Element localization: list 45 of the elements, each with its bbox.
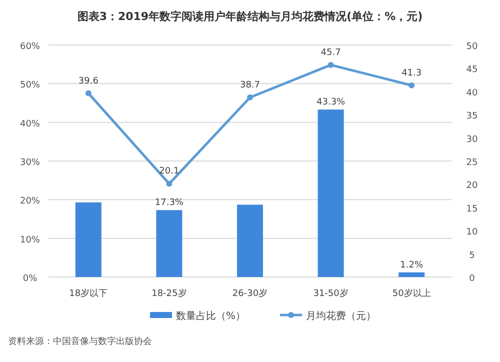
y-tick-label: 50% xyxy=(20,80,40,91)
data-label: 43.3% xyxy=(316,98,346,108)
data-label: 17.3% xyxy=(154,198,184,208)
bar xyxy=(156,210,182,277)
data-label: 45.7 xyxy=(320,48,341,58)
x-tick-label: 31-50岁 xyxy=(313,288,348,299)
y2-tick-label: 5 xyxy=(469,250,475,261)
y2-tick-label: 35 xyxy=(466,112,478,122)
y2-tick-label: 30 xyxy=(466,134,478,145)
data-label: 41.3 xyxy=(402,68,422,78)
bar xyxy=(318,110,344,277)
y-tick-label: 60% xyxy=(20,42,40,52)
y2-tick-label: 10 xyxy=(466,228,478,238)
point xyxy=(166,180,172,187)
y-tick-label: 10% xyxy=(20,235,40,246)
y2-tick-label: 25 xyxy=(466,158,478,168)
point xyxy=(408,82,415,88)
y2-tick-label: 20 xyxy=(466,181,478,192)
text: 资料来源：中国音像与数字出版协会 xyxy=(8,336,152,347)
x-tick-label: 26-30岁 xyxy=(232,288,268,299)
y-tick-label: 20% xyxy=(20,196,40,207)
data-label: 20.1 xyxy=(159,166,180,177)
legend-label: 月均花费（元） xyxy=(306,310,376,322)
data-label: 38.7 xyxy=(240,80,260,90)
x-tick-label: 50岁以上 xyxy=(392,288,431,299)
point xyxy=(247,94,253,100)
x-tick-label: 18岁以下 xyxy=(69,288,108,299)
y2-tick-label: 45 xyxy=(466,65,478,76)
y2-tick-label: 40 xyxy=(466,88,478,98)
bar xyxy=(398,272,425,277)
y-tick-label: 30% xyxy=(20,158,40,168)
data-label: 1.2% xyxy=(400,260,424,270)
bar xyxy=(237,204,263,277)
point xyxy=(85,90,92,96)
point xyxy=(328,62,334,68)
y2-tick-label: 15 xyxy=(466,204,478,214)
data-label: 39.6 xyxy=(78,76,99,86)
y2-tick-label: 0 xyxy=(469,274,476,284)
bar xyxy=(75,202,102,277)
legend-label: 数量占比（%） xyxy=(176,310,246,322)
y-tick-label: 40% xyxy=(20,119,40,130)
y2-tick-label: 50 xyxy=(466,42,478,52)
y-tick-label: 0% xyxy=(22,274,38,284)
chart-title: 图表3：2019年数字阅读用户年龄结构与月均花费情况(单位：%，元) xyxy=(77,10,423,23)
x-tick-label: 18-25岁 xyxy=(152,288,187,299)
